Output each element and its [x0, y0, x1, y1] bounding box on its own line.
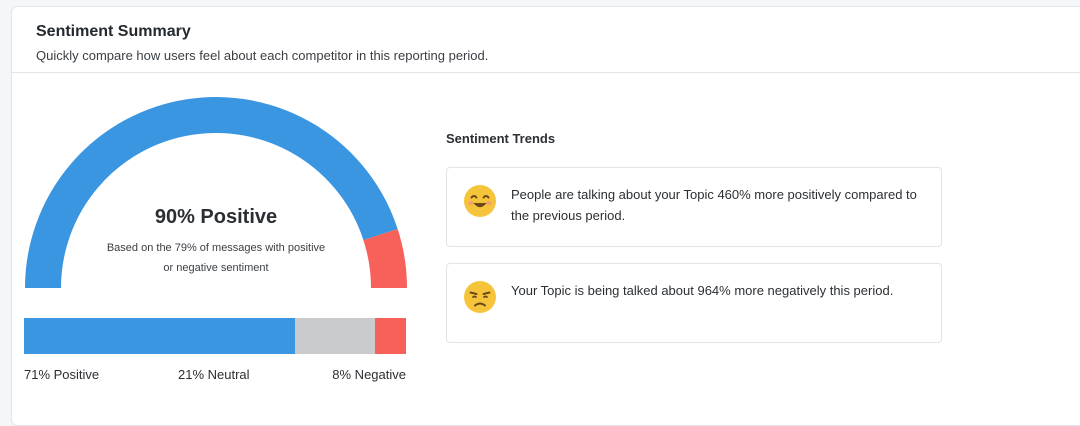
positive-segment [24, 318, 296, 354]
trend-text: Your Topic is being talked about 964% mo… [511, 283, 894, 298]
neutral-label: 21% Neutral [178, 367, 250, 382]
sentiment-gauge: 90% Positive Based on the 79% of message… [23, 88, 409, 288]
gauge-value: 90% Positive [154, 206, 278, 228]
gauge-positive-arc [25, 97, 398, 288]
neutral-segment [295, 318, 376, 354]
trend-card-positive: People are talking about your Topic 460%… [446, 167, 942, 247]
card-title: Sentiment Summary [36, 23, 191, 40]
gauge-negative-arc [363, 228, 407, 288]
negative-label: 8% Negative [332, 367, 406, 382]
positive-label: 71% Positive [24, 367, 100, 382]
trend-text: People are talking about your Topic 460%… [511, 187, 917, 223]
gauge-note: Based on the 79% of messages with positi… [106, 242, 326, 274]
card-header: Sentiment Summary Quickly compare how us… [12, 7, 1080, 73]
negative-segment [375, 318, 406, 354]
unhappy-face-icon [464, 281, 496, 313]
trends-title: Sentiment Trends [446, 131, 556, 146]
happy-face-icon [464, 185, 496, 217]
trend-card-negative: Your Topic is being talked about 964% mo… [446, 263, 942, 343]
breakdown-labels: 71% Positive 21% Neutral 8% Negative [24, 367, 406, 385]
sentiment-breakdown-bar [24, 318, 406, 354]
card-subtitle: Quickly compare how users feel about eac… [36, 48, 489, 63]
